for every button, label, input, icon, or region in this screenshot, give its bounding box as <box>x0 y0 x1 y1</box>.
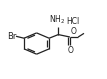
Text: HCl: HCl <box>67 17 80 26</box>
Text: NH$_2$: NH$_2$ <box>49 13 65 26</box>
Text: O: O <box>67 46 73 55</box>
Text: Br: Br <box>7 32 16 41</box>
Text: O: O <box>71 27 77 36</box>
